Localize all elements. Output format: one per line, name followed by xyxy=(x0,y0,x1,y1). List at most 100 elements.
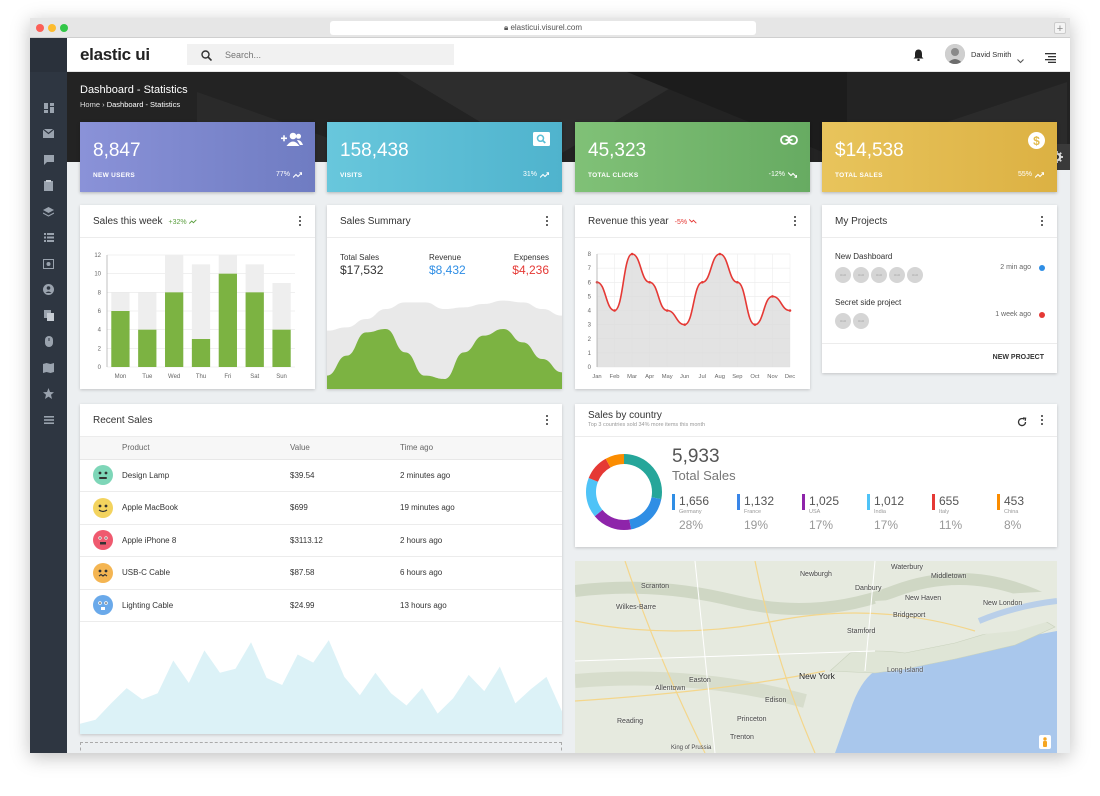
more-vert-icon[interactable] xyxy=(1040,415,1044,426)
table-header-row: Product Value Time ago xyxy=(80,437,562,460)
table-row[interactable]: USB-C Cable $87.58 6 hours ago xyxy=(80,556,562,590)
summary-revenue: Revenue $8,432 xyxy=(429,253,466,277)
address-bar[interactable]: 🔒︎ elasticui.visurel.com xyxy=(330,21,756,35)
member-avatar[interactable]: o.o xyxy=(889,267,905,283)
stat-pct: -12% xyxy=(768,171,785,178)
mail-icon[interactable] xyxy=(41,126,56,141)
member-avatar[interactable]: o.o xyxy=(853,313,869,329)
product-avatar xyxy=(93,530,113,551)
country-pct: 28% xyxy=(679,518,704,532)
close-window-button[interactable] xyxy=(36,24,44,32)
more-vert-icon[interactable] xyxy=(1040,216,1044,227)
summary-revenue-label: Revenue xyxy=(429,253,462,262)
member-avatar[interactable]: o.o xyxy=(853,267,869,283)
minimize-window-button[interactable] xyxy=(48,24,56,32)
country-value: 1,656 xyxy=(679,494,710,508)
data-point xyxy=(771,295,774,298)
x-tick-label: Sat xyxy=(250,374,259,380)
dashboard-icon[interactable] xyxy=(41,100,56,115)
cell-avatar xyxy=(80,556,122,590)
project-name[interactable]: Secret side project xyxy=(835,298,902,307)
table-row[interactable]: Design Lamp $39.54 2 minutes ago xyxy=(80,459,562,492)
drop-zone[interactable] xyxy=(80,742,562,753)
search-input[interactable] xyxy=(187,44,454,65)
member-avatar[interactable]: o.o xyxy=(907,267,923,283)
add-users-icon xyxy=(281,132,303,151)
map-label: Waterbury xyxy=(891,564,924,571)
x-tick-label: Aug xyxy=(715,374,725,380)
star-icon[interactable] xyxy=(41,386,56,401)
more-vert-icon[interactable] xyxy=(545,415,549,426)
refresh-icon[interactable] xyxy=(1017,414,1027,432)
hamburger-menu-icon[interactable] xyxy=(41,412,56,427)
photo-frame-icon[interactable] xyxy=(41,256,56,271)
project-name[interactable]: New Dashboard xyxy=(835,252,893,261)
more-vert-icon[interactable] xyxy=(298,216,302,227)
user-name[interactable]: David Smith xyxy=(971,50,1012,59)
map-view[interactable]: Waterbury Middletown Newburgh Danbury Ne… xyxy=(575,561,1057,753)
cell-product: Design Lamp xyxy=(122,459,290,492)
col-value[interactable]: Value xyxy=(290,437,400,460)
member-avatar[interactable]: o.o xyxy=(871,267,887,283)
donut-slice xyxy=(588,458,611,482)
project-time: 2 min ago xyxy=(1000,264,1031,271)
country-color-bar xyxy=(802,494,805,510)
stat-card-total-sales[interactable]: $14,538 TOTAL SALES 55% $ xyxy=(822,122,1057,192)
clipboard-icon[interactable] xyxy=(41,178,56,193)
total-sales-label: Total Sales xyxy=(672,468,736,483)
trend-badge: +32% xyxy=(168,219,197,226)
url-text: elasticui.visurel.com xyxy=(510,23,583,32)
col-product[interactable]: Product xyxy=(122,437,290,460)
chevron-down-icon[interactable] xyxy=(1017,51,1024,69)
table-row[interactable]: Lighting Cable $24.99 13 hours ago xyxy=(80,589,562,622)
stat-trend: 31% xyxy=(523,171,549,178)
map-label: Newburgh xyxy=(800,571,832,578)
cell-product: Apple iPhone 8 xyxy=(122,524,290,557)
more-vert-icon[interactable] xyxy=(793,216,797,227)
country-pct: 11% xyxy=(939,518,963,532)
cell-avatar xyxy=(80,589,122,622)
donut-slice xyxy=(586,478,603,517)
new-tab-button[interactable]: + xyxy=(1054,22,1066,35)
top-bar: elastic ui David Smith xyxy=(67,38,1070,72)
menu-lines-icon[interactable] xyxy=(1045,50,1056,68)
chat-icon[interactable] xyxy=(41,152,56,167)
x-tick-label: Jun xyxy=(680,374,689,380)
stat-pct: 77% xyxy=(275,171,290,178)
table-row[interactable]: Apple iPhone 8 $3113.12 2 hours ago xyxy=(80,524,562,557)
account-circle-icon[interactable] xyxy=(41,282,56,297)
stat-trend: 55% xyxy=(1018,171,1044,178)
mouse-icon[interactable] xyxy=(41,334,56,349)
layers-icon[interactable] xyxy=(41,204,56,219)
table-row[interactable]: Apple MacBook $699 19 minutes ago xyxy=(80,491,562,525)
copy-icon[interactable] xyxy=(41,308,56,323)
breadcrumb-home[interactable]: Home xyxy=(80,100,101,109)
summary-total-label: Total Sales xyxy=(340,253,380,262)
list-icon[interactable] xyxy=(41,230,56,245)
map-label: Long Island xyxy=(887,667,924,674)
x-tick-label: Mon xyxy=(115,374,127,380)
area-series xyxy=(80,640,562,734)
more-vert-icon[interactable] xyxy=(545,216,549,227)
map-label: King of Prussia xyxy=(671,745,712,751)
bell-icon[interactable] xyxy=(913,48,924,66)
new-project-button[interactable]: NEW PROJECT xyxy=(992,354,1044,361)
member-avatar[interactable]: o.o xyxy=(835,313,851,329)
trending-up-icon xyxy=(1035,171,1044,178)
pegman-icon[interactable] xyxy=(1039,735,1051,749)
maximize-window-button[interactable] xyxy=(60,24,68,32)
avatar[interactable] xyxy=(945,44,965,64)
stat-card-total-clicks[interactable]: 45,323 TOTAL CLICKS -12% xyxy=(575,122,810,192)
map-icon[interactable] xyxy=(41,360,56,375)
donut-slice xyxy=(628,496,662,530)
project-status-dot xyxy=(1039,265,1045,271)
stat-card-new-users[interactable]: 8,847 NEW USERS 77% xyxy=(80,122,315,192)
map-label: Scranton xyxy=(641,583,670,590)
trend-value: +32% xyxy=(168,219,187,226)
stat-card-visits[interactable]: 158,438 VISITS 31% xyxy=(327,122,562,192)
brand-logo[interactable]: elastic ui xyxy=(80,45,150,64)
data-point xyxy=(718,252,722,256)
member-avatar[interactable]: o.o xyxy=(835,267,851,283)
revenue-year-chart: 0 1 2 3 4 5 6 7 8 Jan Feb Mar Apr May Jun Jul Aug Sep Oct N… xyxy=(588,252,796,380)
col-time[interactable]: Time ago xyxy=(400,437,562,460)
